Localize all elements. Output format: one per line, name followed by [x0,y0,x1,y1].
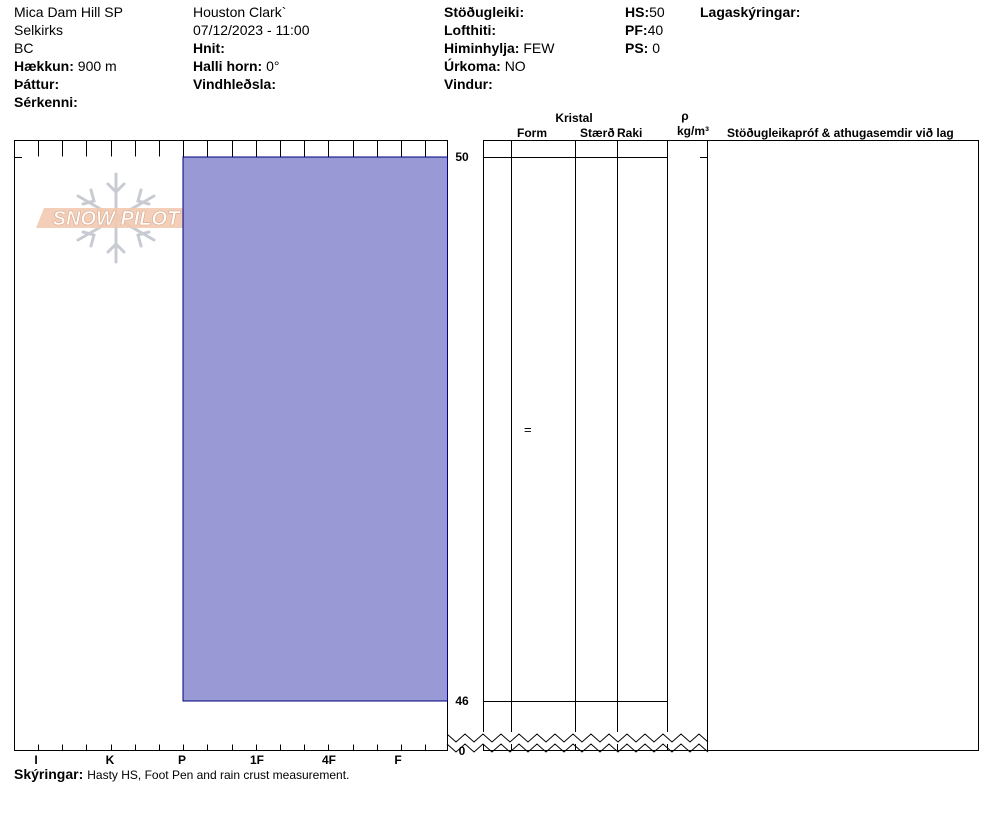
plot-layer: I K P 1F 4F F 50 46 0 [14,140,709,767]
slope-row: Halli horn: 0° [193,58,280,74]
wind-row: Vindur: [444,76,493,92]
pf-row: PF:40 [625,22,664,38]
hardness-label-I: I [34,753,37,767]
elevation-row: Hækkun: 900 m [14,58,117,74]
header-col-4: HS:50 PF:40 PS: 0 [625,3,665,57]
grain-form-symbol: = [524,422,532,437]
hardness-label-1F: 1F [250,753,264,767]
observation-datetime: 07/12/2023 - 11:00 [193,22,310,38]
axis-break-zigzag-bottom [446,743,709,753]
location-name: Mica Dam Hill SP [14,4,123,20]
hardness-label-P: P [178,753,186,767]
slope-value: 0° [266,58,280,74]
col-stability-tests-label: Stöðugleikapróf & athugasemdir við lag [727,126,954,140]
province: BC [14,40,34,56]
layer-table-frame [483,140,979,751]
col-density-unit: kg/m³ [677,124,709,138]
notes-text: Hasty HS, Foot Pen and rain crust measur… [87,768,350,782]
height-label-46: 46 [455,694,469,708]
notes-row: Skýringar: Hasty HS, Foot Pen and rain cr… [14,766,349,782]
ps-value: 0 [652,40,661,56]
precip-row: Úrkoma: NO [444,58,526,74]
notes-label: Skýringar: [14,766,84,782]
col-size-label: Stærð [580,126,615,140]
ps-row: PS: 0 [625,40,661,56]
aspect-row: Þáttur: [14,76,60,92]
snowpilot-logo: SNOW PILOT [36,172,196,264]
sky-row: Himinhylja: FEW [444,40,555,56]
col-moisture-label: Raki [617,126,642,140]
height-label-0: 0 [459,744,466,758]
hardness-label-4F: 4F [322,753,336,767]
specifics-row: Sérkenni: [14,94,78,110]
col-form-label: Form [517,126,547,140]
hardness-label-F: F [394,753,401,767]
observer-name: Houston Clark` [193,4,287,20]
pf-value: 40 [647,22,664,38]
wind-loading-row: Vindhleðsla: [193,76,276,92]
elevation-value: 900 m [77,58,117,74]
height-label-50: 50 [455,150,469,164]
col-crystal-label: Kristal [555,111,592,125]
col-density-symbol: ρ [681,109,688,123]
header-col-2: Houston Clark` 07/12/2023 - 11:00 Hnit: … [193,3,310,93]
logo-text: SNOW PILOT [53,208,181,230]
layer-bar-0 [182,156,448,702]
precip-value: NO [504,58,526,74]
header-col-3: Stöðugleiki: Lofthiti: Himinhylja: FEW Ú… [444,3,554,93]
hs-value: 50 [649,4,665,20]
sky-value: FEW [523,40,555,56]
layer-notes-label: Lagaskýringar: [700,4,801,20]
axis-break-zigzag-top [446,733,709,743]
hs-row: HS:50 [625,4,665,20]
header-col-1: Mica Dam Hill SP Selkirks BC Hækkun: 900… [14,3,123,111]
header-col-5: Lagaskýringar: [700,3,800,21]
hardness-label-K: K [106,753,115,767]
air-temp-row: Lofthiti: [444,22,497,38]
layer-table-column-lines [511,140,708,751]
stability-row: Stöðugleiki: [444,4,525,20]
mountain-range: Selkirks [14,22,64,38]
coords-row: Hnit: [193,40,225,56]
